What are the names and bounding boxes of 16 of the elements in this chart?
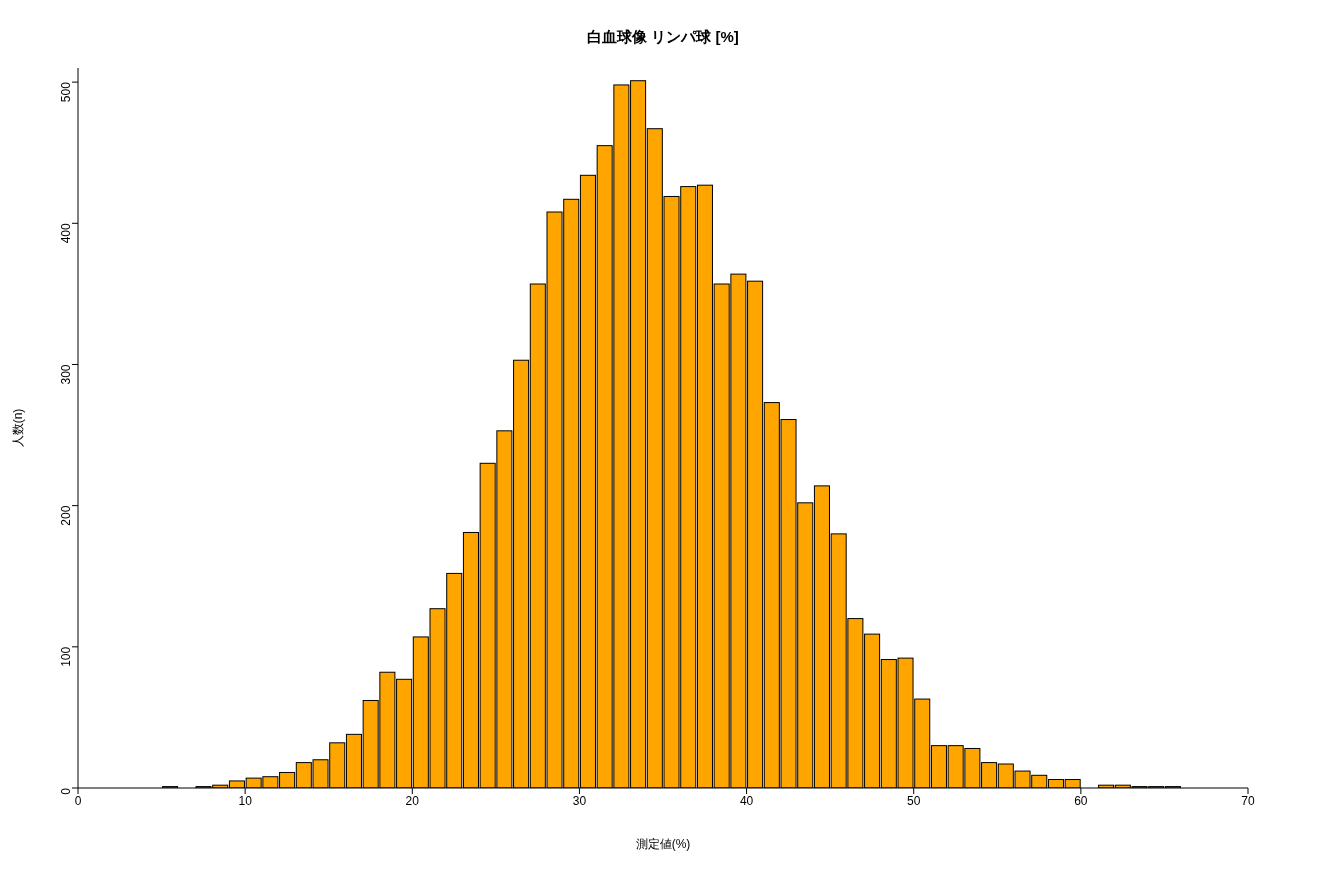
y-tick-label: 0 xyxy=(59,787,74,795)
y-tick-label: 100 xyxy=(59,646,74,667)
x-tick-label: 40 xyxy=(739,793,754,808)
y-tick-label: 300 xyxy=(59,364,74,385)
x-axis-title: 測定値(%) xyxy=(635,837,691,851)
x-tick-label: 60 xyxy=(1074,793,1088,808)
x-tick-label: 70 xyxy=(1241,793,1255,808)
y-tick-label: 400 xyxy=(59,222,74,244)
y-tick-label: 200 xyxy=(59,505,74,526)
x-tick-label: 10 xyxy=(238,793,253,808)
chart-title: 白血球像 リンパ球 [%] xyxy=(586,28,740,47)
x-tick-label: 30 xyxy=(572,793,587,808)
y-axis-title: 人数(n) xyxy=(11,408,26,448)
x-tick-label: 50 xyxy=(907,793,921,808)
x-tick-label: 20 xyxy=(405,793,420,808)
y-tick-label: 500 xyxy=(59,81,74,103)
